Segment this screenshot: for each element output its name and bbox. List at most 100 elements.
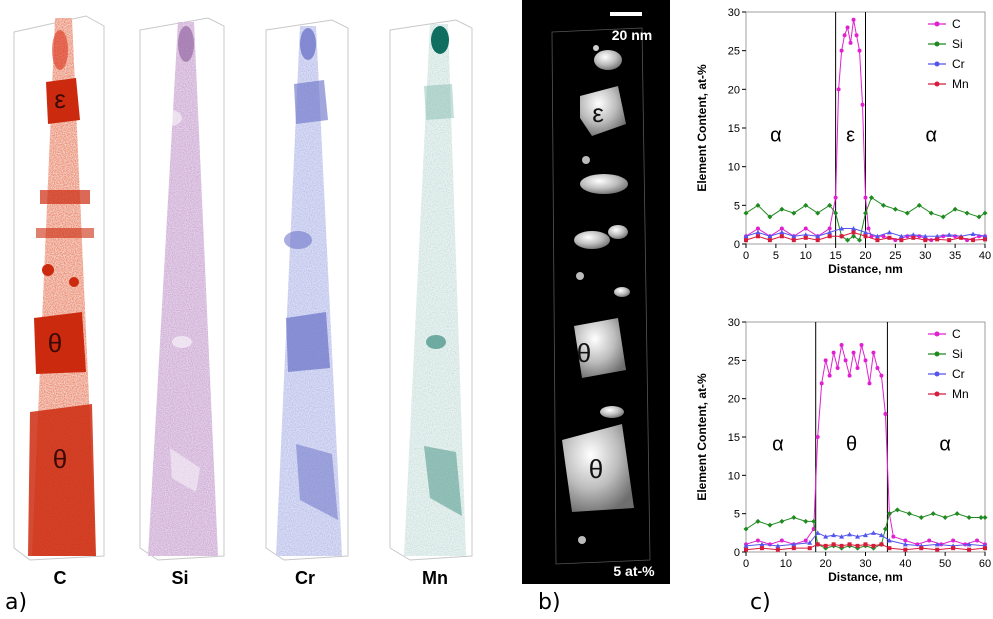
element-label-mn: Mn [422, 568, 448, 588]
data-point-c [803, 226, 808, 231]
data-point-c [831, 350, 836, 355]
data-point-si [964, 210, 970, 216]
legend-label-cr: Cr [952, 57, 965, 71]
data-point-mn [863, 542, 868, 547]
data-point-si [857, 237, 863, 243]
data-point-cr [755, 229, 761, 235]
data-point-c [871, 350, 876, 355]
y-tick-label: 20 [728, 84, 740, 96]
data-point-cr [982, 233, 988, 239]
data-point-si [863, 210, 868, 216]
data-point-mn [775, 547, 780, 552]
data-point-si [779, 206, 785, 212]
data-point-cr [878, 532, 884, 538]
data-point-mn [863, 234, 868, 239]
x-tick-label: 15 [830, 250, 842, 262]
data-point-c [881, 234, 886, 239]
data-point-c [755, 538, 760, 543]
data-point-si [845, 237, 851, 243]
data-point-mn [919, 546, 924, 551]
data-point-mn [759, 546, 764, 551]
data-point-mn [871, 543, 876, 548]
data-point-cr [946, 232, 952, 237]
data-point-c [836, 87, 841, 92]
data-point-mn [967, 547, 972, 552]
y-axis-label: Element Content, at-% [695, 64, 709, 192]
data-point-mn [911, 235, 916, 240]
x-tick-label: 0 [743, 558, 749, 570]
y-tick-label: 10 [728, 162, 740, 174]
x-tick-label: 20 [820, 558, 832, 570]
data-point-cr [863, 229, 868, 235]
y-tick-label: 25 [728, 46, 740, 58]
data-point-si [851, 233, 857, 239]
data-point-si [952, 206, 958, 212]
data-point-mn [903, 547, 908, 552]
isosurface-threshold-label: 5 at-% [613, 563, 655, 579]
panel-label-a: a) [5, 590, 28, 615]
y-tick-label: 5 [734, 200, 740, 212]
data-point-c [975, 538, 980, 543]
data-point-cr [815, 233, 821, 239]
data-point-si [916, 202, 922, 208]
data-point-mn [947, 238, 952, 243]
data-point-c [860, 102, 865, 107]
x-tick-label: 5 [773, 250, 779, 262]
data-point-c [863, 195, 868, 200]
legend-label-mn: Mn [952, 387, 969, 401]
data-point-si [982, 515, 988, 520]
data-point-cr [759, 541, 765, 547]
data-point-mn [755, 234, 760, 239]
data-point-cr [855, 534, 861, 539]
data-point-cr [791, 541, 797, 547]
phase-label-b-2: θ [577, 338, 591, 368]
data-point-si [743, 210, 749, 216]
data-point-cr [970, 231, 976, 236]
data-point-cr [779, 229, 785, 235]
x-tick-label: 35 [949, 250, 961, 262]
data-point-si [827, 202, 833, 208]
data-point-c [845, 25, 850, 30]
y-axis-label: Element Content, at-% [695, 373, 709, 501]
legend-label-cr: Cr [952, 367, 965, 381]
x-tick-label: 10 [780, 558, 792, 570]
x-tick-label: 60 [979, 558, 991, 570]
legend-label-si: Si [952, 37, 963, 51]
phase-label-c-3: θ [53, 444, 67, 474]
data-point-c [848, 40, 853, 45]
data-point-mn [823, 543, 828, 548]
phase-region-label: α [925, 125, 937, 147]
data-point-cr [823, 534, 829, 539]
data-point-cr [775, 543, 781, 548]
data-point-mn [803, 235, 808, 240]
legend-marker-cr [934, 61, 940, 67]
data-point-si [743, 526, 749, 532]
data-point-si [880, 202, 886, 208]
data-point-mn [767, 238, 772, 243]
data-point-cr [922, 233, 928, 239]
data-point-mn [744, 547, 748, 552]
data-point-si [811, 518, 817, 524]
data-point-si [882, 526, 888, 532]
data-point-si [906, 511, 912, 517]
x-tick-label: 40 [979, 250, 991, 262]
data-point-mn [959, 235, 964, 240]
y-tick-label: 0 [734, 239, 740, 251]
data-point-c [755, 226, 760, 231]
scale-bar-label: 20 nm [612, 27, 652, 43]
data-point-mn [887, 235, 892, 240]
y-tick-label: 20 [728, 394, 740, 406]
data-point-c [827, 373, 832, 378]
data-point-c [855, 366, 860, 370]
data-point-cr [839, 226, 845, 231]
panel-label-b: b) [538, 590, 561, 615]
data-point-mn [851, 230, 856, 235]
data-point-cr [934, 233, 940, 239]
data-point-mn [923, 238, 928, 243]
x-tick-label: 0 [743, 250, 749, 262]
data-point-c [839, 48, 844, 53]
data-point-cr [831, 532, 837, 538]
data-point-si [791, 210, 797, 216]
data-point-si [779, 518, 785, 524]
data-point-c [879, 373, 884, 378]
